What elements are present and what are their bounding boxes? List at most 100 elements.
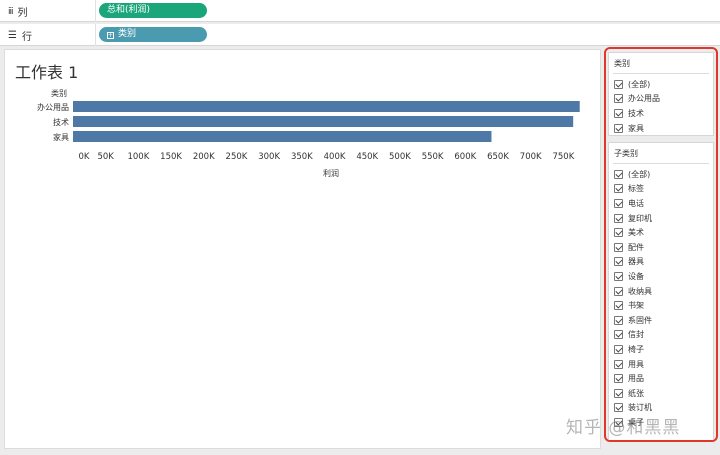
divider	[613, 163, 709, 164]
checkbox-checked-icon[interactable]	[614, 257, 623, 267]
subcategory-filter-item[interactable]: (全部)	[609, 167, 713, 182]
rows-shelf[interactable]: ☰ 行 + 类别	[0, 24, 720, 46]
checkbox-checked-icon[interactable]	[614, 403, 623, 413]
subcategory-filter-item[interactable]: 标签	[609, 182, 713, 197]
x-tick-label: 50K	[97, 152, 114, 162]
subcategory-filter-item[interactable]: 收纳具	[609, 284, 713, 299]
filter-panel: 类别 (全部) 办公用品 技术 家具 子类别 (全部) 标签 电话 复印机 美术 配件 器具 设备收…	[604, 47, 718, 442]
checkbox-checked-icon[interactable]	[614, 123, 623, 133]
subcategory-filter-item[interactable]: 配件	[609, 240, 713, 255]
bar-1[interactable]	[73, 116, 574, 127]
subcategory-filter-card: 子类别 (全部) 标签 电话 复印机 美术 配件 器具 设备 收纳具 书架 系固件 信封 椅子 用具 用品纸…	[608, 142, 714, 440]
subcategory-filter-label: 复印机	[628, 213, 652, 223]
subcategory-filter-item[interactable]: 信封	[609, 328, 713, 343]
x-tick-label: 100K	[127, 152, 149, 162]
shelf-divider	[95, 0, 96, 22]
checkbox-checked-icon[interactable]	[614, 388, 623, 398]
x-tick-label: 700K	[520, 152, 542, 162]
rows-icon: ☰	[8, 30, 17, 41]
columns-shelf[interactable]: iii 列 总和(利润)	[0, 0, 720, 22]
x-tick-label: 400K	[324, 152, 346, 162]
subcategory-filter-label: 系固件	[628, 315, 652, 325]
checkbox-checked-icon[interactable]	[614, 228, 623, 238]
subcategory-filter-item[interactable]: 系固件	[609, 313, 713, 328]
dimension-pill-category[interactable]: + 类别	[99, 27, 207, 42]
columns-icon: iii	[8, 6, 13, 17]
subcategory-filter-label: 收纳具	[628, 286, 652, 296]
subcategory-filter-label: 书架	[628, 301, 644, 311]
checkbox-checked-icon[interactable]	[614, 301, 623, 311]
bar-2[interactable]	[73, 131, 492, 142]
columns-shelf-label: iii 列	[8, 6, 28, 20]
bar-chart[interactable]: 0K 50K 100K 150K 200K 250K 300K 350K 400K 450K 500…	[5, 50, 602, 190]
subcategory-filter-label: 设备	[628, 271, 644, 281]
category-filter-item[interactable]: 技术	[609, 106, 713, 121]
checkbox-checked-icon[interactable]	[614, 184, 623, 194]
sheet-title[interactable]: 工作表 1	[15, 63, 79, 82]
subcategory-filter-item[interactable]: 用具	[609, 357, 713, 372]
measure-pill-sum-profit[interactable]: 总和(利润)	[99, 3, 207, 18]
subcategory-filter-label: 信封	[628, 330, 644, 340]
subcategory-filter-label: 装订机	[628, 403, 652, 413]
expand-icon: +	[107, 32, 114, 39]
category-filter-card: 类别 (全部) 办公用品 技术家具	[608, 52, 714, 136]
checkbox-checked-icon[interactable]	[614, 374, 623, 384]
rows-shelf-label: ☰ 行	[8, 30, 32, 43]
category-filter-list: (全部) 办公用品 技术家具	[609, 77, 713, 135]
checkbox-checked-icon[interactable]	[614, 79, 623, 89]
x-tick-label: 200K	[193, 152, 215, 162]
category-filter-label: 技术	[628, 108, 644, 118]
subcategory-filter-item[interactable]: 装订机	[609, 401, 713, 416]
subcategory-filter-item[interactable]: 书架	[609, 298, 713, 313]
x-tick-label: 0K	[79, 152, 90, 162]
subcategory-filter-item[interactable]: 电话	[609, 196, 713, 211]
subcategory-filter-label: 用品	[628, 374, 644, 384]
category-filter-item[interactable]: 家具	[609, 121, 713, 136]
subcategory-filter-label: 电话	[628, 198, 644, 208]
category-filter-item[interactable]: 办公用品	[609, 92, 713, 107]
checkbox-checked-icon[interactable]	[614, 286, 623, 296]
x-tick-label: 450K	[356, 152, 378, 162]
subcategory-filter-label: 用具	[628, 359, 644, 369]
x-tick-label: 250K	[226, 152, 248, 162]
subcategory-filter-item[interactable]: 用品	[609, 371, 713, 386]
subcategory-filter-item[interactable]: 复印机	[609, 211, 713, 226]
x-tick-label: 350K	[291, 152, 313, 162]
category-filter-label: (全部)	[628, 79, 651, 89]
category-label[interactable]: 办公用品	[37, 103, 69, 112]
x-tick-label: 150K	[160, 152, 182, 162]
subcategory-filter-item[interactable]: 美术	[609, 225, 713, 240]
subcategory-filter-label: (全部)	[628, 169, 651, 179]
category-label[interactable]: 技术	[53, 118, 69, 127]
divider	[613, 73, 709, 74]
checkbox-checked-icon[interactable]	[614, 359, 623, 369]
checkbox-checked-icon[interactable]	[614, 213, 623, 223]
subcategory-filter-label: 配件	[628, 242, 644, 252]
category-filter-item[interactable]: (全部)	[609, 77, 713, 92]
checkbox-checked-icon[interactable]	[614, 330, 623, 340]
bar-0[interactable]	[73, 101, 580, 112]
subcategory-filter-label: 椅子	[628, 344, 644, 354]
x-tick-label: 550K	[422, 152, 444, 162]
checkbox-checked-icon[interactable]	[614, 271, 623, 281]
checkbox-checked-icon[interactable]	[614, 344, 623, 354]
subcategory-filter-label: 桌子	[628, 417, 644, 427]
subcategory-filter-item[interactable]: 桌子	[609, 415, 713, 430]
worksheet-canvas[interactable]: 工作表 1 类别 办公用品 技术 家具 0K 50K 100K 150K 200K 250K 3…	[4, 49, 601, 449]
checkbox-checked-icon[interactable]	[614, 108, 623, 118]
checkbox-checked-icon[interactable]	[614, 198, 623, 208]
x-tick-label: 650K	[487, 152, 509, 162]
checkbox-checked-icon[interactable]	[614, 315, 623, 325]
shelf-divider	[95, 24, 96, 46]
subcategory-filter-label: 器具	[628, 257, 644, 267]
checkbox-checked-icon[interactable]	[614, 242, 623, 252]
subcategory-filter-item[interactable]: 椅子	[609, 342, 713, 357]
checkbox-checked-icon[interactable]	[614, 94, 623, 104]
subcategory-filter-item[interactable]: 设备	[609, 269, 713, 284]
category-filter-title: 类别	[614, 59, 630, 68]
checkbox-checked-icon[interactable]	[614, 169, 623, 179]
subcategory-filter-item[interactable]: 纸张	[609, 386, 713, 401]
category-label[interactable]: 家具	[53, 133, 69, 142]
checkbox-checked-icon[interactable]	[614, 417, 623, 427]
subcategory-filter-item[interactable]: 器具	[609, 255, 713, 270]
